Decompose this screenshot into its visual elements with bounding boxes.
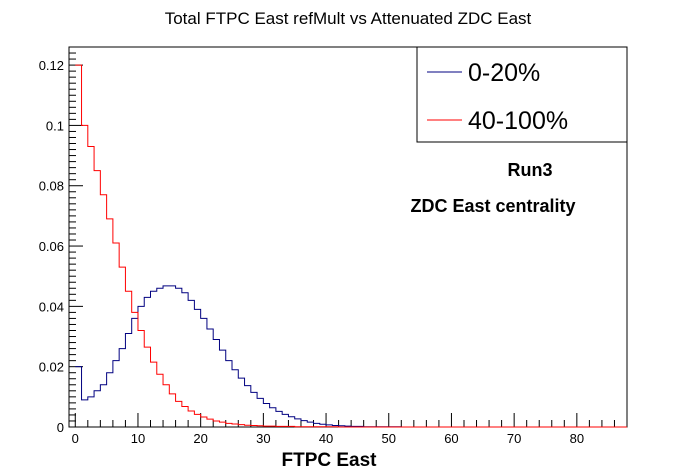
chart-title: Total FTPC East refMult vs Attenuated ZD… — [165, 9, 532, 28]
x-tick-label: 10 — [131, 431, 145, 446]
x-tick-label: 30 — [256, 431, 270, 446]
x-tick-label: 60 — [444, 431, 458, 446]
annotation-centrality: ZDC East centrality — [410, 196, 575, 216]
y-tick-label: 0.06 — [39, 239, 64, 254]
legend-box — [416, 46, 628, 143]
y-tick-label: 0.1 — [46, 118, 64, 133]
legend-entry-label: 40-100% — [468, 107, 568, 135]
y-tick-label: 0.02 — [39, 360, 64, 375]
x-axis-label: FTPC East — [281, 450, 377, 471]
x-tick-label: 40 — [319, 431, 333, 446]
x-tick-label: 50 — [382, 431, 396, 446]
series-layer — [75, 64, 627, 428]
y-tick-label: 0.08 — [39, 179, 64, 194]
y-tick-label: 0.12 — [39, 58, 64, 73]
annotation-run: Run3 — [508, 160, 553, 180]
series-peripheral-line — [75, 64, 627, 428]
x-tick-label: 20 — [193, 431, 207, 446]
x-tick-label: 0 — [72, 431, 79, 446]
x-tick-label: 80 — [570, 431, 584, 446]
y-tick-label: 0 — [57, 420, 64, 435]
legend-entry-label: 0-20% — [468, 59, 540, 87]
x-tick-label: 70 — [507, 431, 521, 446]
series-central-line — [75, 285, 627, 428]
axes: 0 10 20 30 40 50 60 70 80 0 0.02 0.04 0.06 0.08 0.1 0.1… — [39, 52, 615, 446]
legend: 0-20% 40-100% — [416, 46, 628, 143]
y-tick-label: 0.04 — [39, 299, 64, 314]
